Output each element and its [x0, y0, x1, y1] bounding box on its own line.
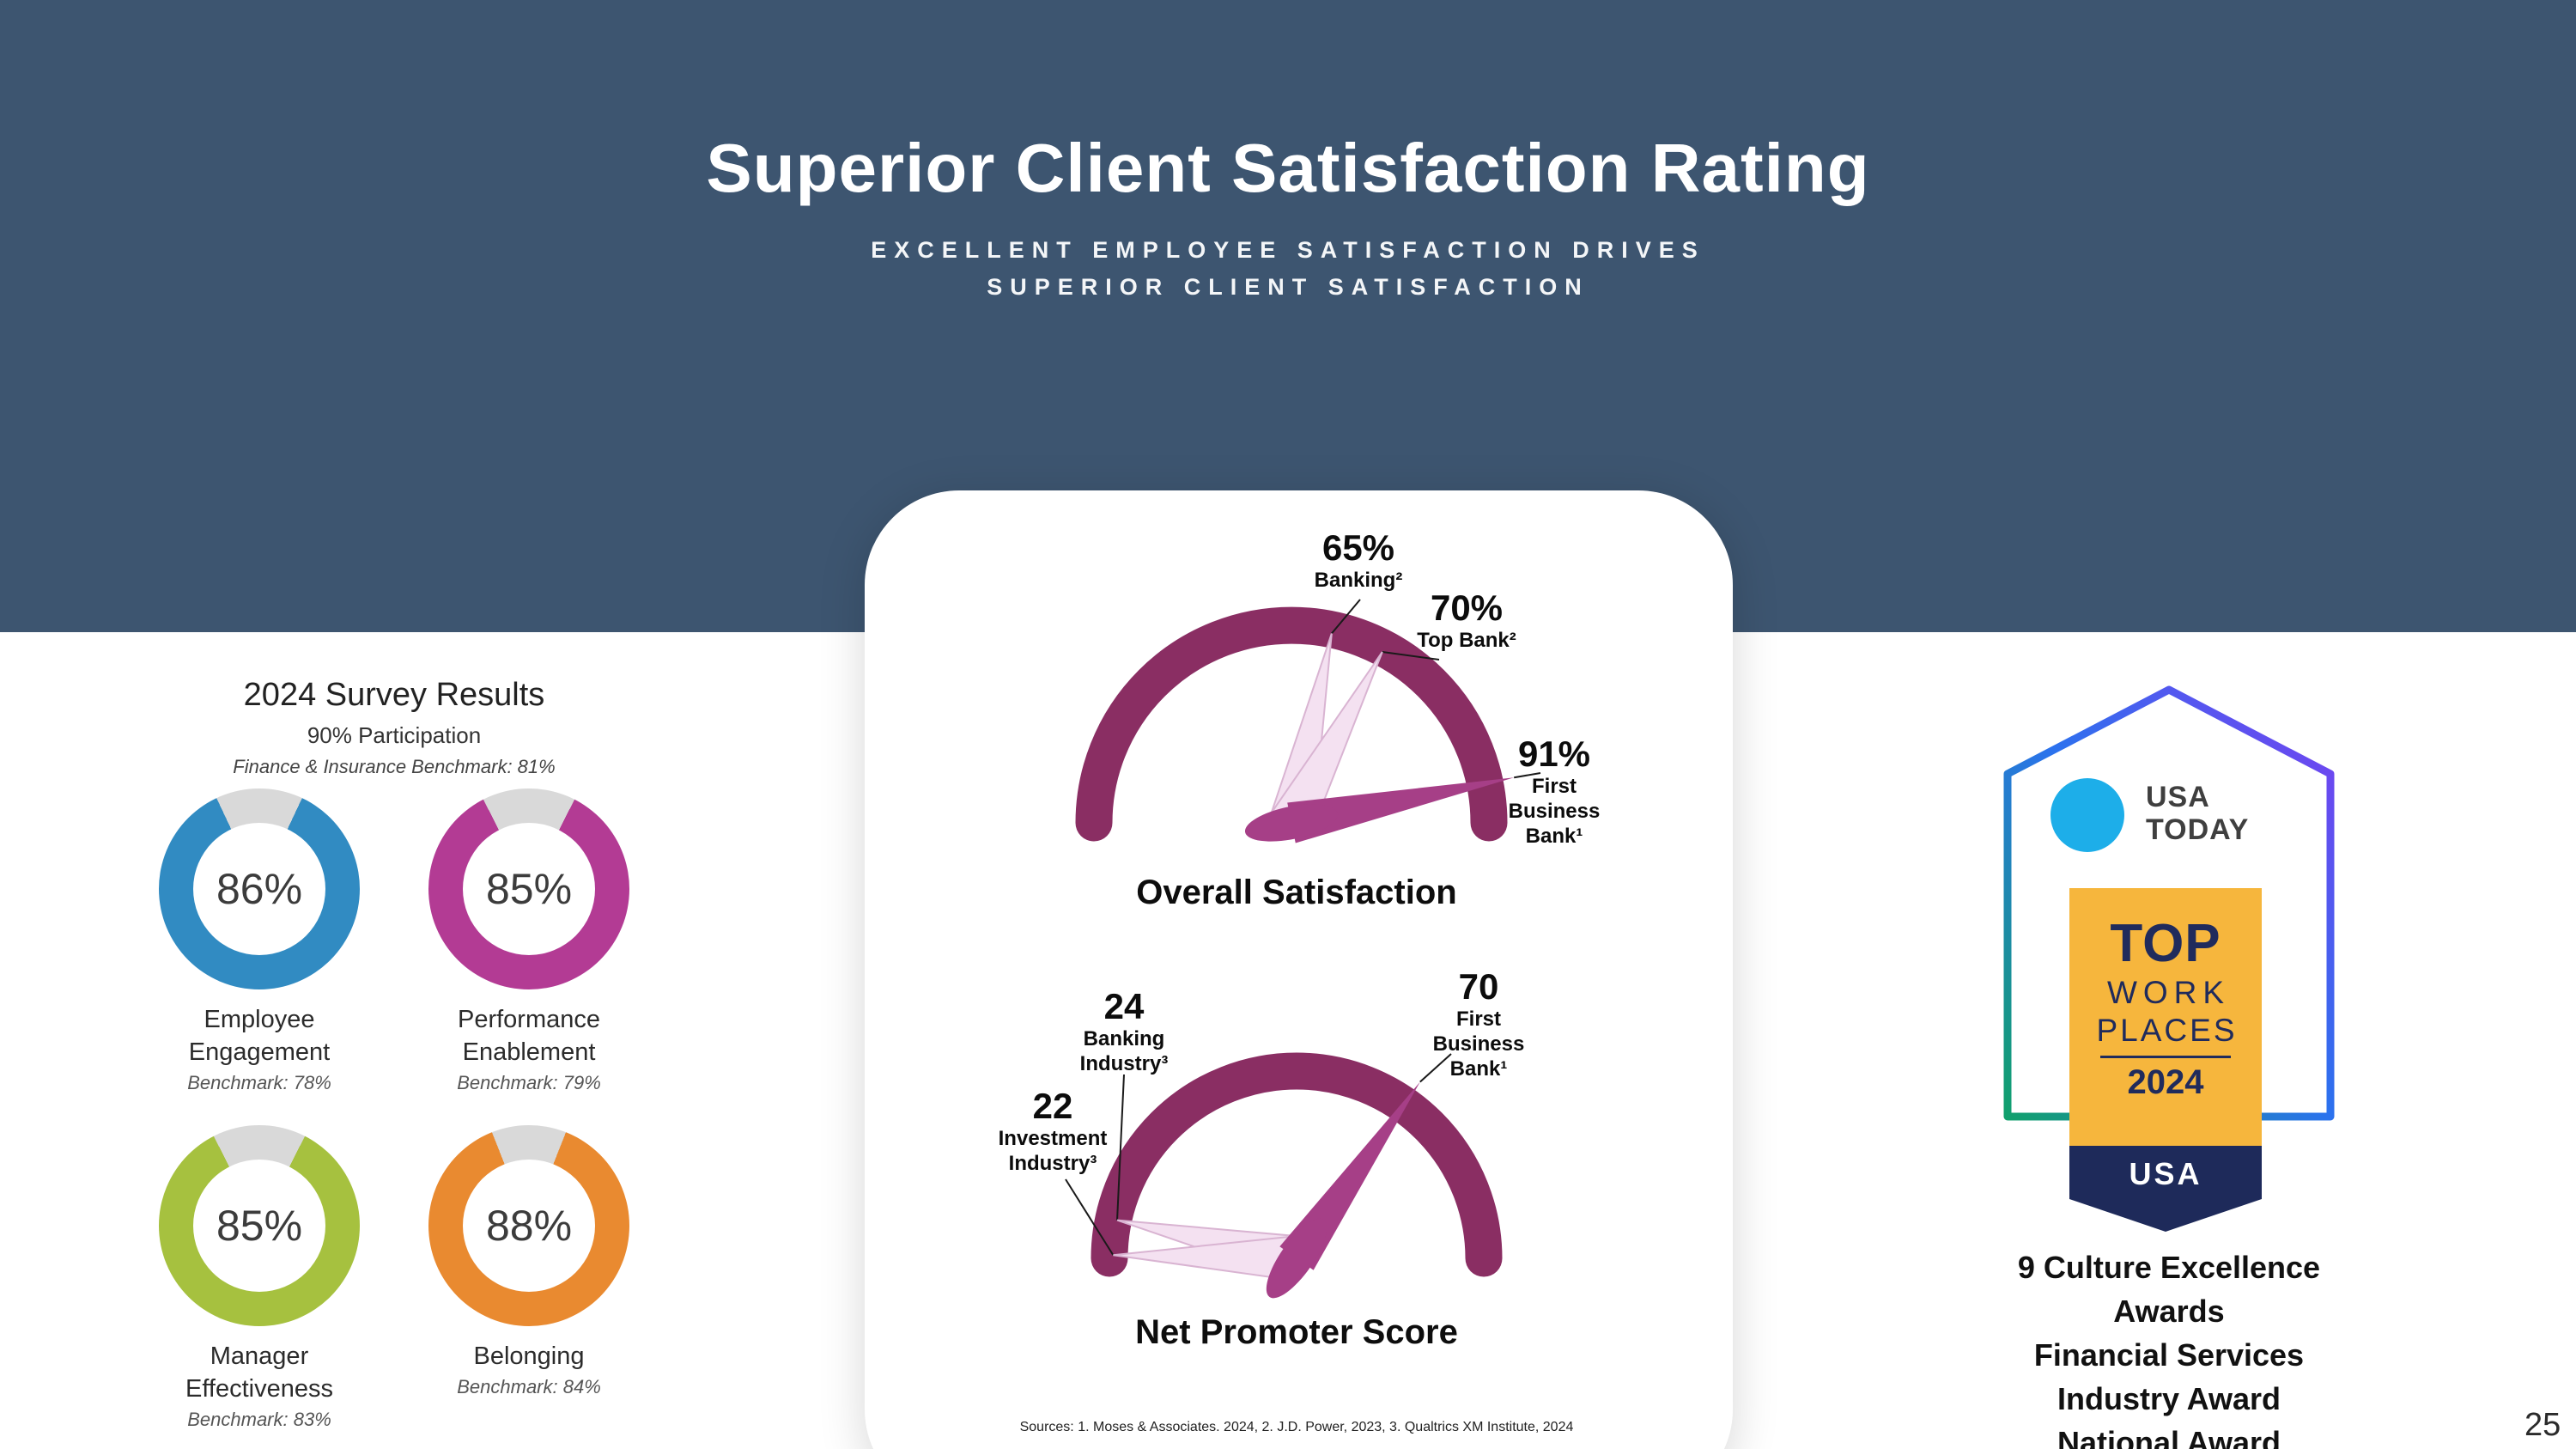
- gauge-value: 91%: [1517, 734, 1591, 774]
- donut-manager-effectiveness: 85% Manager Effectiveness Benchmark: 83%: [159, 1125, 361, 1431]
- usa-today-logo-icon: [2050, 778, 2124, 852]
- survey-benchmark-note: Finance & Insurance Benchmark: 81%: [233, 756, 556, 777]
- page-title: Superior Client Satisfaction Rating: [706, 130, 1870, 206]
- award-item: Financial Services Industry Award: [2033, 1337, 2305, 1416]
- survey-title: 2024 Survey Results: [243, 677, 545, 713]
- badge-top: TOP: [2110, 914, 2221, 973]
- award-item: 9 Culture Excellence Awards: [2017, 1250, 2321, 1329]
- gauge-sublabel: Top Bank²: [1417, 629, 1516, 652]
- gauge-value: 65%: [1321, 527, 1395, 568]
- donut-chart: 85%: [159, 1125, 360, 1326]
- gauge-sublabel: First Business Bank¹: [1432, 1008, 1525, 1081]
- gauge-value: 24: [1103, 986, 1145, 1026]
- donut-hole: 86%: [193, 823, 325, 955]
- page-subtitle: EXCELLENT EMPLOYEE SATISFACTION DRIVES S…: [0, 232, 2576, 306]
- donut-hole: 85%: [463, 823, 595, 955]
- donut-value: 85%: [485, 865, 573, 913]
- donut-belonging: 88% Belonging Benchmark: 84%: [428, 1125, 629, 1431]
- gauge-value: 22: [1032, 1086, 1073, 1126]
- survey-participation: 90% Participation: [307, 722, 482, 748]
- donut-chart: 86%: [159, 788, 360, 989]
- gauge-label-first-business-bank: 91% First Business Bank¹: [1485, 734, 1623, 849]
- award-section: USA TODAY TOP WORK PLACES 2024 USA 9 Cul…: [2002, 683, 2336, 1449]
- donut-value: 85%: [216, 1202, 303, 1250]
- net-promoter-score-gauge: [1065, 1052, 1503, 1299]
- page-number: 25: [2524, 1407, 2561, 1443]
- donut-chart: 85%: [428, 788, 629, 989]
- donut-label: Belonging: [473, 1342, 585, 1370]
- donut-employee-engagement: 86% Employee Engagement Benchmark: 78%: [159, 788, 361, 1094]
- donut-label: Performance Enablement: [457, 1006, 600, 1066]
- gauge-label-investment-industry: 22 Investment Industry³: [980, 1087, 1126, 1176]
- donut-hole: 85%: [193, 1160, 325, 1292]
- survey-header: 2024 Survey Results 90% Participation Fi…: [125, 677, 664, 778]
- donut-value: 88%: [485, 1202, 573, 1250]
- gauge-title-net-promoter-score: Net Promoter Score: [1135, 1313, 1458, 1351]
- subtitle-line-2: SUPERIOR CLIENT SATISFACTION: [987, 274, 1589, 300]
- donut-benchmark: Benchmark: 83%: [187, 1409, 331, 1430]
- gauge-value: 70: [1458, 966, 1499, 1007]
- donut-benchmark: Benchmark: 78%: [187, 1072, 331, 1093]
- usa-today-line-2: TODAY: [2146, 813, 2250, 846]
- donut-chart: 88%: [428, 1125, 629, 1326]
- badge-work: WORK: [2106, 975, 2231, 1010]
- top-workplaces-badge: TOP WORK PLACES 2024: [2069, 888, 2262, 1146]
- gauge-sublabel: Banking²: [1314, 569, 1403, 592]
- badge-year: 2024: [2127, 1063, 2204, 1101]
- award-item: National Award: [2057, 1425, 2281, 1449]
- survey-donut-grid: 86% Employee Engagement Benchmark: 78% 8…: [125, 788, 664, 1431]
- gauge-label-banking: 65% Banking²: [1290, 528, 1427, 593]
- donut-label: Manager Effectiveness: [185, 1342, 333, 1403]
- gauge-label-first-business-bank-nps: 70 First Business Bank¹: [1410, 967, 1547, 1081]
- donut-benchmark: Benchmark: 79%: [457, 1072, 601, 1093]
- gauge-value: 70%: [1430, 588, 1504, 628]
- badge-divider: [2100, 1056, 2231, 1058]
- subtitle-line-1: EXCELLENT EMPLOYEE SATISFACTION DRIVES: [871, 237, 1705, 263]
- gauge-sublabel: First Business Bank¹: [1508, 775, 1601, 848]
- gauge-sublabel: Banking Industry³: [1079, 1027, 1169, 1075]
- badge-places: PLACES: [2096, 1013, 2238, 1048]
- satisfaction-card: 65% Banking² 70% Top Bank² 91% First Bus…: [865, 490, 1733, 1449]
- donut-benchmark: Benchmark: 84%: [457, 1376, 601, 1397]
- donut-performance-enablement: 85% Performance Enablement Benchmark: 79…: [428, 788, 630, 1094]
- usa-today-wordmark: USA TODAY: [2146, 781, 2249, 846]
- gauge-label-banking-industry: 24 Banking Industry³: [1055, 987, 1193, 1076]
- gauge-sublabel: Investment Industry³: [998, 1127, 1108, 1175]
- gauge-title-overall-satisfaction: Overall Satisfaction: [1136, 874, 1457, 911]
- gauge-label-top-bank: 70% Top Bank²: [1398, 588, 1535, 653]
- donut-value: 86%: [216, 865, 303, 913]
- awards-list: 9 Culture Excellence Awards Financial Se…: [2002, 1245, 2336, 1449]
- sources-note: Sources: 1. Moses & Associates. 2024, 2.…: [1019, 1420, 1574, 1434]
- donut-label: Employee Engagement: [188, 1006, 331, 1066]
- usa-today-line-1: USA: [2146, 781, 2210, 813]
- donut-hole: 88%: [463, 1160, 595, 1292]
- overall-satisfaction-gauge: [1075, 599, 1541, 843]
- usa-ribbon: USA: [2069, 1146, 2262, 1232]
